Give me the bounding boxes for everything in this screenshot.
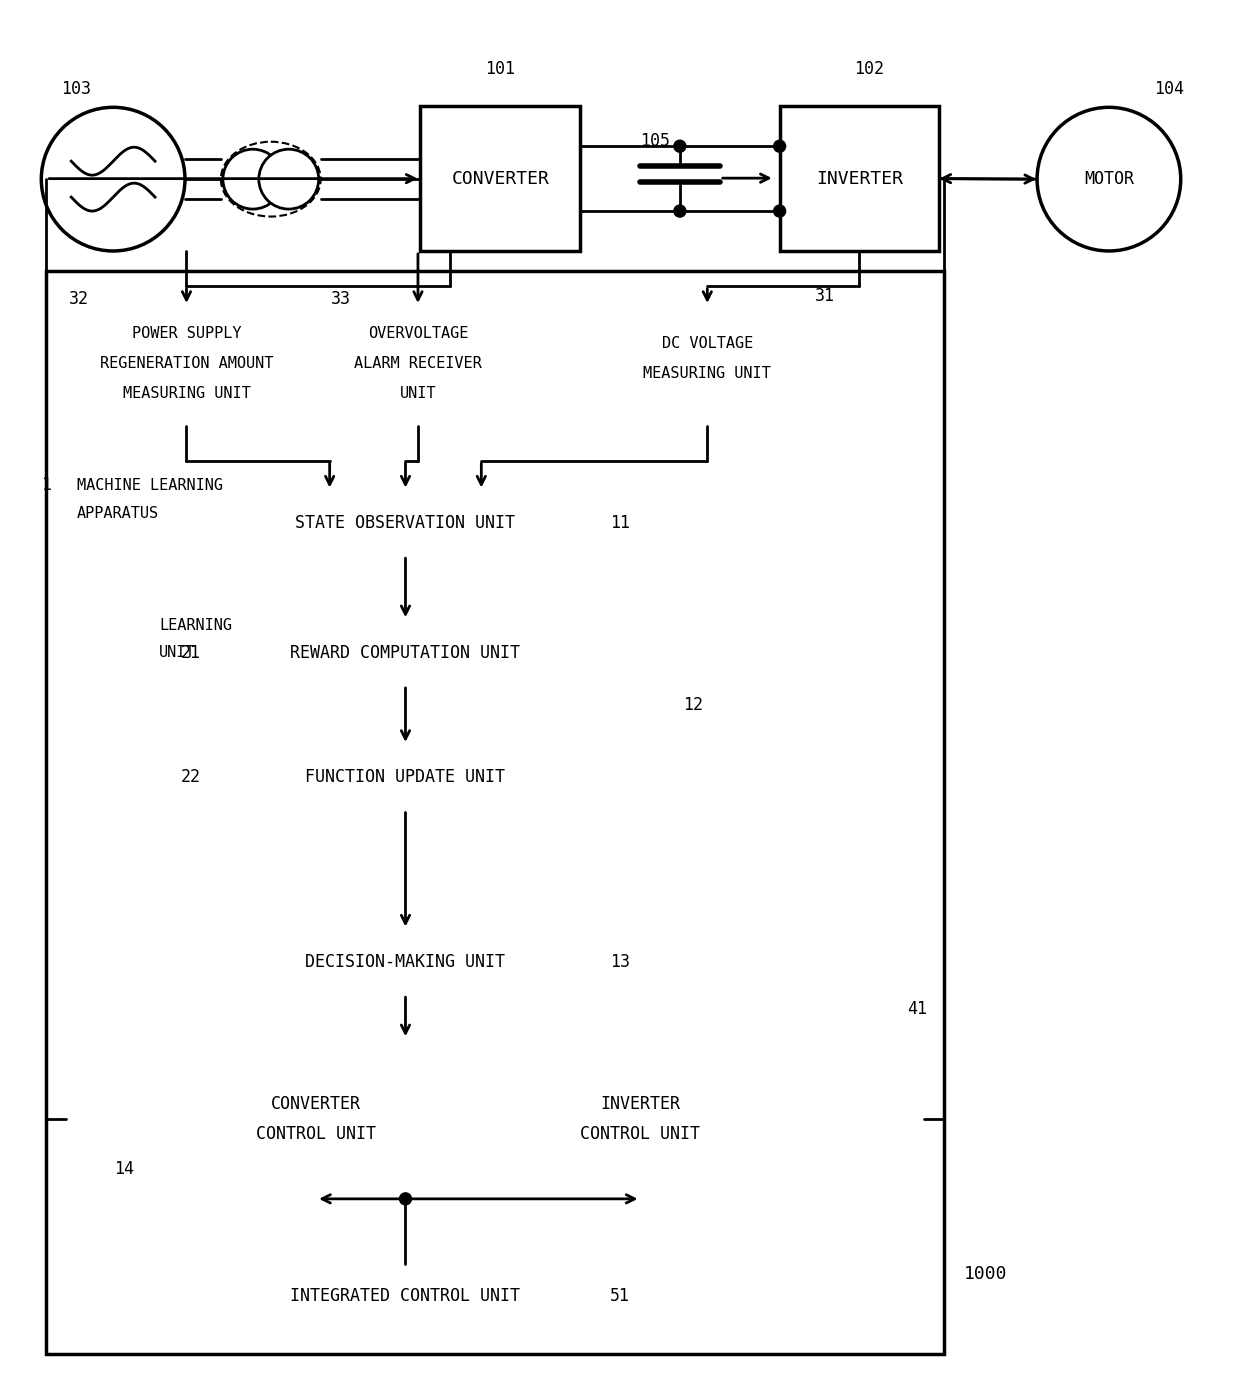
Bar [420,106,580,251]
Circle shape [774,141,786,152]
Text: INTEGRATED CONTROL UNIT: INTEGRATED CONTROL UNIT [290,1287,521,1305]
Bar [149,1039,807,1199]
Bar [331,306,505,426]
Bar [780,106,939,251]
Text: INVERTER: INVERTER [600,1096,681,1113]
Text: 14: 14 [114,1160,134,1178]
Text: 21: 21 [181,644,201,661]
Bar [69,456,797,885]
Bar [69,306,304,426]
Text: FUNCTION UPDATE UNIT: FUNCTION UPDATE UNIT [305,769,506,787]
Text: OVERVOLTAGE: OVERVOLTAGE [368,327,469,342]
Text: UNIT: UNIT [159,645,196,660]
Text: APPARATUS: APPARATUS [77,506,160,521]
Bar [484,1049,797,1189]
Bar [216,745,595,810]
Text: INVERTER: INVERTER [816,169,903,187]
Bar [149,590,668,860]
Text: CONTROL UNIT: CONTROL UNIT [257,1124,376,1142]
Text: 22: 22 [181,769,201,787]
Circle shape [41,107,185,251]
Text: DECISION-MAKING UNIT: DECISION-MAKING UNIT [305,954,506,971]
Text: 31: 31 [815,287,835,305]
Bar [46,271,945,1353]
Text: REWARD COMPUTATION UNIT: REWARD COMPUTATION UNIT [290,644,521,661]
Text: MEASURING UNIT: MEASURING UNIT [123,386,250,401]
Text: CONTROL UNIT: CONTROL UNIT [580,1124,701,1142]
Circle shape [399,1193,412,1204]
Text: 51: 51 [610,1287,630,1305]
Text: LEARNING: LEARNING [159,617,232,633]
Circle shape [1037,107,1180,251]
Text: 41: 41 [908,1000,928,1018]
Text: 102: 102 [854,61,884,79]
Bar [159,1049,474,1189]
Text: 104: 104 [1153,80,1184,98]
Text: STATE OBSERVATION UNIT: STATE OBSERVATION UNIT [295,514,516,532]
Text: 33: 33 [331,289,351,307]
Text: 13: 13 [610,954,630,971]
Text: 32: 32 [69,289,89,307]
Text: DC VOLTAGE: DC VOLTAGE [662,336,753,351]
Bar [216,1264,595,1328]
Text: CONVERTER: CONVERTER [451,169,549,187]
Text: UNIT: UNIT [399,386,436,401]
Text: 105: 105 [640,132,670,150]
Text: 12: 12 [683,696,703,714]
Text: ALARM RECEIVER: ALARM RECEIVER [355,357,482,371]
Circle shape [673,141,686,152]
Text: 1000: 1000 [965,1265,1008,1283]
Text: MACHINE LEARNING: MACHINE LEARNING [77,478,223,493]
Bar [216,620,595,685]
Circle shape [774,205,786,218]
Bar [216,929,595,995]
Bar [615,306,800,426]
Text: REGENERATION AMOUNT: REGENERATION AMOUNT [99,357,273,371]
Text: MOTOR: MOTOR [1084,169,1133,189]
Circle shape [673,205,686,218]
Text: 1: 1 [41,477,51,495]
Text: 103: 103 [61,80,92,98]
Bar [216,491,595,555]
Text: CONVERTER: CONVERTER [272,1096,361,1113]
Text: POWER SUPPLY: POWER SUPPLY [131,327,242,342]
Circle shape [223,149,283,209]
Circle shape [259,149,319,209]
Text: 11: 11 [610,514,630,532]
Text: 101: 101 [485,61,516,79]
Text: MEASURING UNIT: MEASURING UNIT [644,367,771,382]
